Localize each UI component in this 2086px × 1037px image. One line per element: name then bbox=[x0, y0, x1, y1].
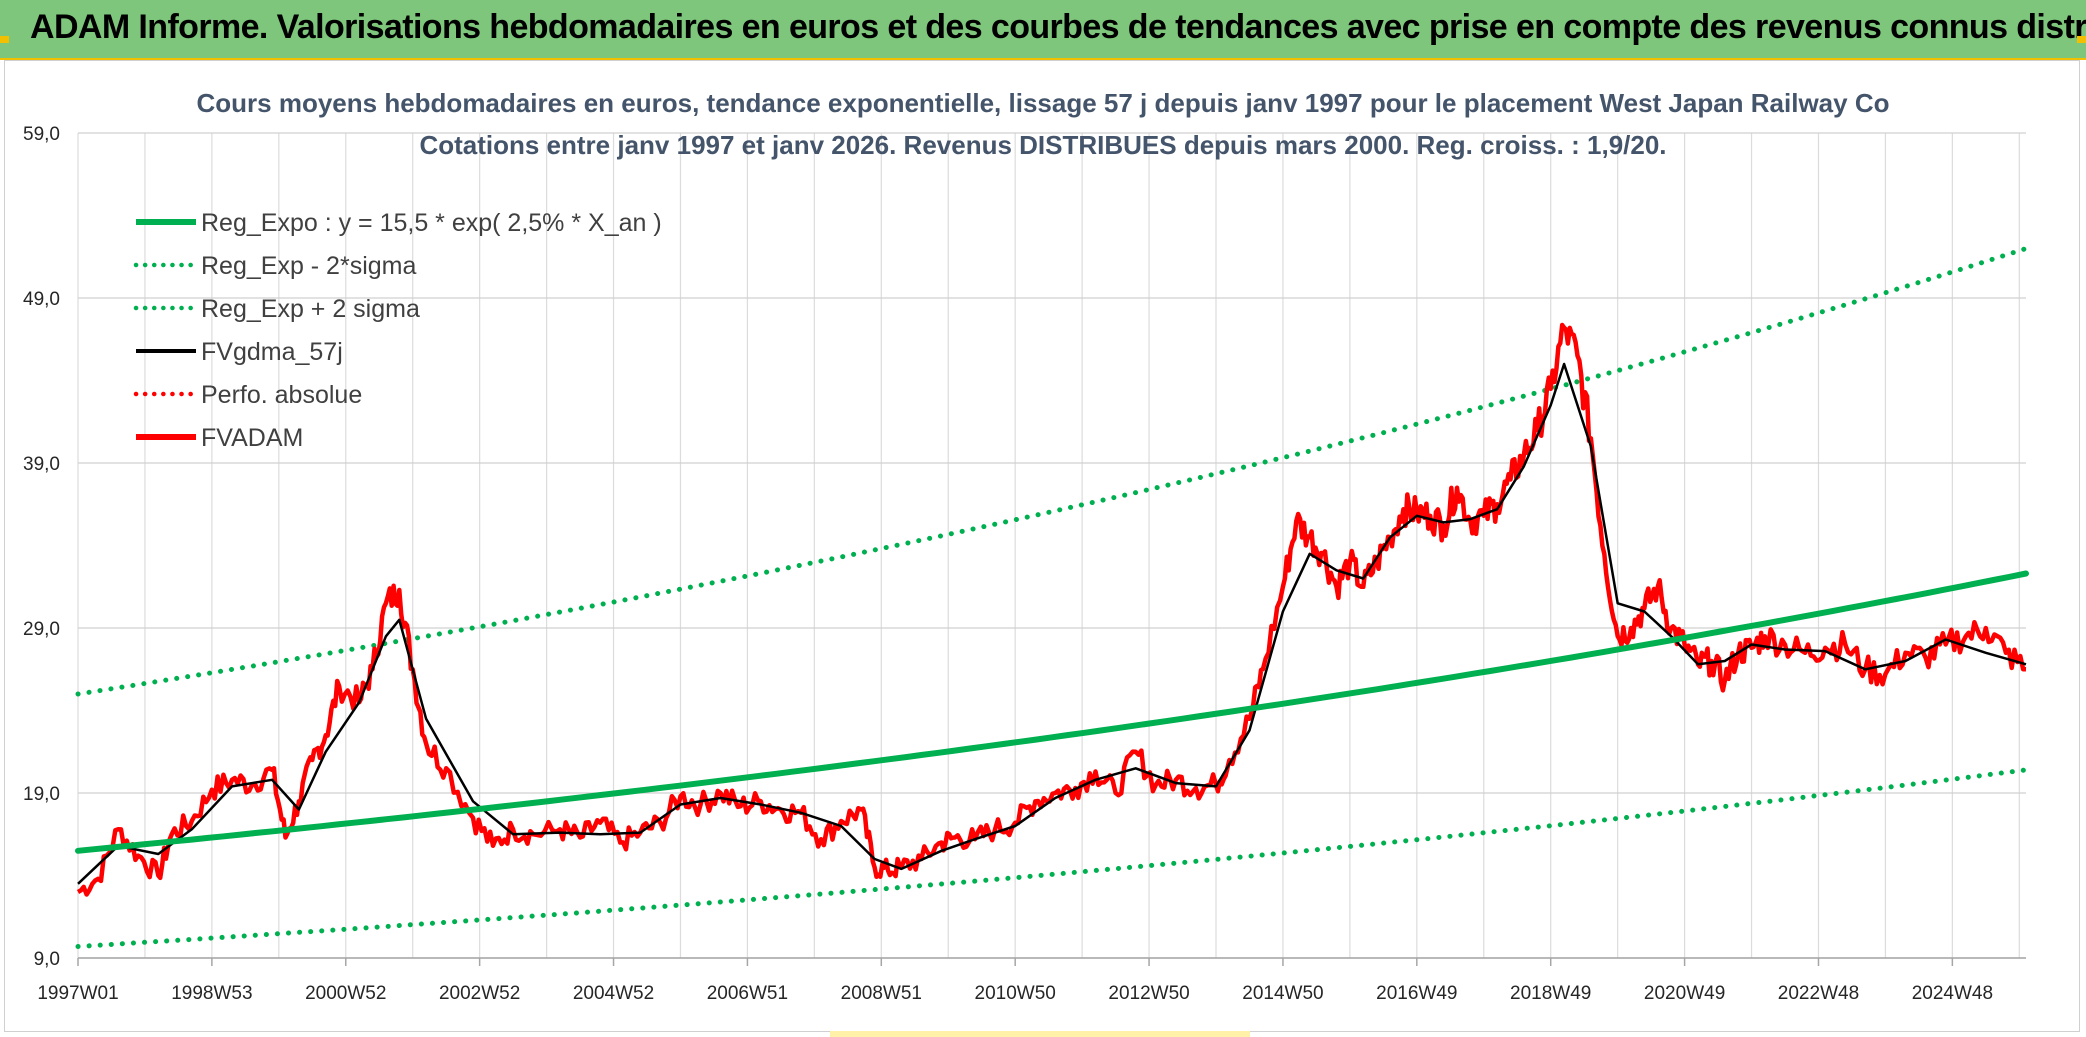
reg-exp-minus-2-sigma-line bbox=[75, 767, 2029, 949]
reg-expo-trend-line bbox=[75, 570, 2029, 854]
x-tick-label: 1998W53 bbox=[171, 983, 252, 1004]
x-tick-label: 2000W52 bbox=[305, 983, 386, 1004]
x-tick-label: 2014W50 bbox=[1242, 983, 1323, 1004]
legend: Reg_Expo : y = 15,5 * exp( 2,5% * X_an )… bbox=[133, 209, 662, 452]
legend-label: Reg_Expo : y = 15,5 * exp( 2,5% * X_an ) bbox=[201, 209, 662, 237]
fvgdma-57j-line bbox=[77, 362, 2027, 885]
chart-title-line-2: Cotations entre janv 1997 et janv 2026. … bbox=[419, 130, 1666, 160]
legend-label: FVgdma_57j bbox=[201, 338, 343, 366]
x-tick-label: 2002W52 bbox=[439, 983, 520, 1004]
legend-label: Perfo. absolue bbox=[201, 381, 362, 409]
report-header: ADAM Informe. Valorisations hebdomadaire… bbox=[0, 0, 2086, 60]
series-layer bbox=[75, 246, 2029, 949]
legend-label: Reg_Exp - 2*sigma bbox=[201, 252, 416, 280]
x-tick-label: 2010W50 bbox=[975, 983, 1056, 1004]
y-tick-label: 29,0 bbox=[23, 619, 60, 640]
y-tick-label: 59,0 bbox=[23, 124, 60, 145]
x-tick-label: 2020W49 bbox=[1644, 983, 1725, 1004]
report-title: ADAM Informe. Valorisations hebdomadaire… bbox=[30, 8, 2086, 46]
legend-label: Reg_Exp + 2 sigma bbox=[201, 295, 420, 323]
y-tick-label: 19,0 bbox=[23, 784, 60, 805]
bottom-accent-strip bbox=[830, 1031, 1250, 1037]
corner-marker bbox=[0, 36, 9, 43]
x-tick-label: 2004W52 bbox=[573, 983, 654, 1004]
x-tick-label: 2022W48 bbox=[1778, 983, 1859, 1004]
x-tick-label: 2006W51 bbox=[707, 983, 788, 1004]
x-tick-label: 2012W50 bbox=[1108, 983, 1189, 1004]
y-tick-label: 39,0 bbox=[23, 454, 60, 475]
x-tick-label: 2016W49 bbox=[1376, 983, 1457, 1004]
chart-title-line-1: Cours moyens hebdomadaires en euros, ten… bbox=[197, 88, 1890, 118]
x-tick-label: 2008W51 bbox=[841, 983, 922, 1004]
x-tick-label: 2018W49 bbox=[1510, 983, 1591, 1004]
corner-marker bbox=[2077, 36, 2086, 43]
x-tick-label: 2024W48 bbox=[1912, 983, 1993, 1004]
y-tick-label: 9,0 bbox=[34, 949, 60, 970]
fvadam-line bbox=[76, 322, 2027, 897]
x-tick-label: 1997W01 bbox=[37, 983, 118, 1004]
axes: 9,0 19,0 29,0 39,0 49,0 59,0 1997W01 1998W53 200… bbox=[23, 124, 2026, 1004]
y-tick-label: 49,0 bbox=[23, 289, 60, 310]
legend-label: FVADAM bbox=[201, 424, 303, 452]
